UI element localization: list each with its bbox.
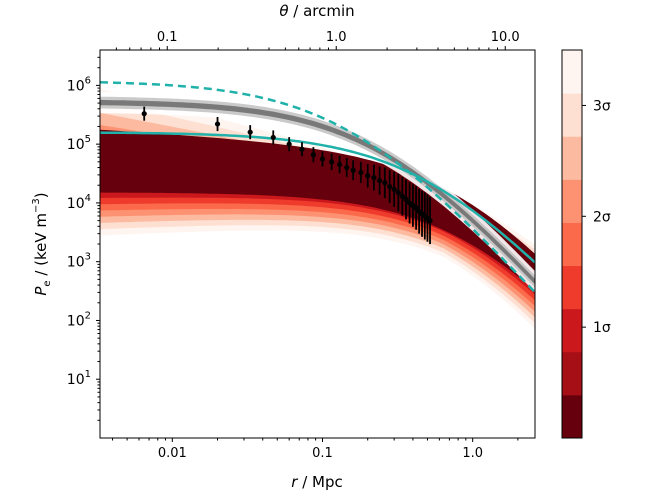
data-point [427, 218, 433, 224]
y-tick-exp: 2 [85, 310, 91, 321]
y-tick-exp: 4 [85, 193, 91, 204]
colorbar-segment [562, 308, 582, 353]
y-axis-label-var: P [32, 286, 50, 296]
colorbar-tick-label: 1σ [593, 320, 611, 336]
data-point [376, 177, 383, 184]
data-point [387, 183, 393, 190]
top-tick-label: 10.0 [491, 30, 520, 45]
data-point [382, 180, 388, 186]
top-axis-label: θ / arcmin [279, 2, 354, 20]
credible-band-core [100, 129, 535, 291]
data-points [141, 106, 433, 245]
colorbar-segment [562, 394, 582, 439]
colorbar-segment [562, 50, 582, 94]
data-point [344, 164, 350, 171]
x-tick-label: 0.1 [312, 446, 333, 461]
top-axis-label-unit: / arcmin [289, 2, 355, 20]
data-point [413, 205, 419, 211]
data-point [350, 167, 356, 173]
y-tick-base: 10 [67, 78, 85, 94]
colorbar-tick-label: 3σ [593, 98, 611, 114]
y-tick-exp: 6 [85, 75, 91, 86]
data-point [310, 152, 317, 158]
y-axis-label-unit-post: ) [32, 192, 50, 198]
data-point [247, 129, 253, 135]
data-point [319, 156, 326, 162]
colorbar-frame [561, 49, 583, 439]
y-tick-label: 105 [67, 134, 91, 153]
colorbar: 1σ 2σ 3σ [561, 49, 611, 439]
model-solid-line [100, 131, 535, 264]
data-point [399, 193, 405, 199]
x-axis-label-unit: / Mpc [297, 473, 342, 491]
data-point [358, 169, 364, 176]
y-tick-label: 104 [67, 193, 91, 212]
colorbar-segment [562, 93, 582, 137]
y-axis-label-unit-pre: / (keV m [32, 213, 50, 280]
colorbar-segment [562, 265, 582, 310]
y-tick-exp: 1 [85, 369, 91, 380]
colorbar-segment [562, 351, 582, 396]
y-axis-label: Pe / (keV m−3) [31, 192, 53, 295]
data-point [299, 146, 305, 152]
top-tick-label: 0.1 [157, 30, 178, 45]
colorbar-segment [562, 179, 582, 223]
y-tick-base: 10 [67, 255, 85, 271]
colorbar-tick-label: 2σ [593, 209, 611, 225]
data-point [141, 111, 147, 117]
x-axis-label: r / Mpc [291, 473, 342, 491]
credible-band-level-2 [100, 161, 535, 295]
y-axis-label-sup: −3 [31, 198, 42, 213]
top-tick-label: 1.0 [326, 30, 347, 45]
data-point [286, 141, 292, 147]
data-point [337, 161, 343, 168]
y-tick-base: 10 [67, 196, 85, 212]
data-point [329, 159, 335, 165]
y-axis-label-sub: e [42, 280, 53, 286]
data-point [395, 189, 401, 196]
data-point [214, 121, 221, 127]
y-tick-base: 10 [67, 137, 85, 153]
top-axis-label-var: θ [279, 2, 288, 20]
x-axis-label-var: r [291, 473, 298, 491]
data-point [403, 196, 409, 202]
y-tick-label: 103 [67, 252, 91, 271]
y-tick-base: 10 [67, 372, 85, 388]
y-tick-base: 10 [67, 313, 85, 329]
y-tick-label: 102 [67, 310, 91, 329]
y-tick-label: 106 [67, 75, 91, 94]
x-tick-label: 0.01 [158, 446, 187, 461]
data-point [365, 173, 371, 179]
data-point [371, 174, 377, 181]
colorbar-segment [562, 136, 582, 180]
y-tick-exp: 3 [85, 252, 91, 263]
model-dashed-line [100, 81, 535, 294]
model-lines [100, 81, 535, 294]
x-tick-label: 1.0 [462, 446, 483, 461]
y-tick-exp: 5 [85, 134, 91, 145]
y-tick-label: 101 [67, 369, 91, 388]
data-point [391, 186, 397, 192]
data-point [270, 134, 276, 141]
colorbar-segment [562, 222, 582, 267]
